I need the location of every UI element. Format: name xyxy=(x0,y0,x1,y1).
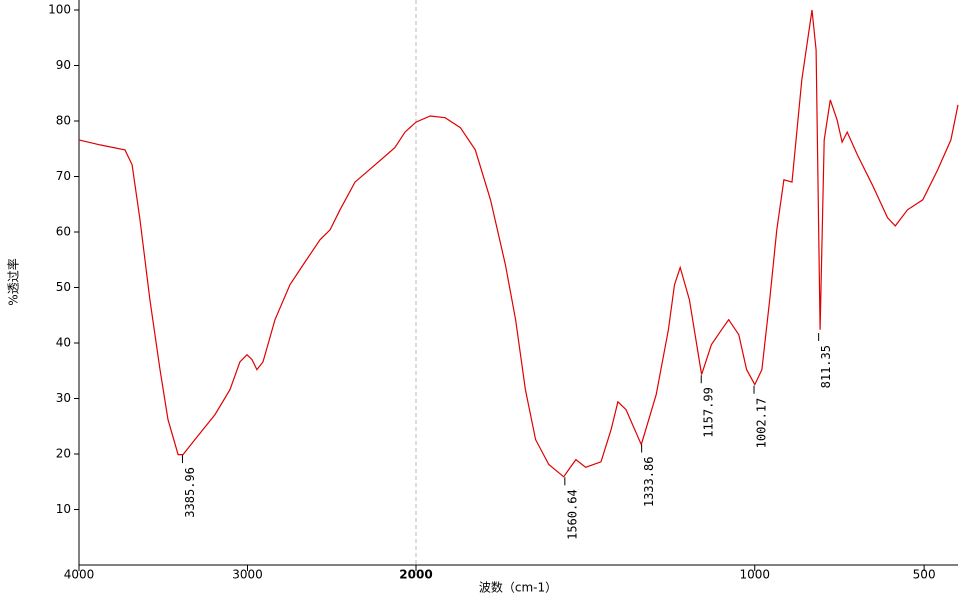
y-tick-label: 50 xyxy=(56,280,71,294)
peak-label: 1333.86 xyxy=(642,457,656,508)
y-tick-label: 70 xyxy=(56,169,71,183)
x-axis-label: 波数（cm-1） xyxy=(479,580,557,595)
peak-label: 1560.64 xyxy=(565,489,579,540)
x-tick-label: 3000 xyxy=(232,568,263,582)
peak-label: 811.35 xyxy=(819,345,833,388)
y-tick-label: 100 xyxy=(48,3,71,17)
peak-label: 1002.17 xyxy=(755,398,769,449)
x-tick-label: 1000 xyxy=(739,568,770,582)
peak-label: 3385.96 xyxy=(183,467,197,518)
y-tick-label: 30 xyxy=(56,391,71,405)
y-tick-label: 40 xyxy=(56,336,71,350)
x-tick-label: 2000 xyxy=(399,568,432,582)
y-tick-label: 90 xyxy=(56,58,71,72)
y-tick-label: 80 xyxy=(56,114,71,128)
x-tick-label: 4000 xyxy=(64,568,95,582)
y-tick-label: 20 xyxy=(56,447,71,461)
x-tick-label: 500 xyxy=(913,568,936,582)
spectrum-line xyxy=(78,9,959,478)
peak-label: 1157.99 xyxy=(702,387,716,438)
y-tick-label: 10 xyxy=(56,502,71,516)
y-tick-label: 60 xyxy=(56,225,71,239)
y-axis-label: %透过率 xyxy=(6,258,21,305)
